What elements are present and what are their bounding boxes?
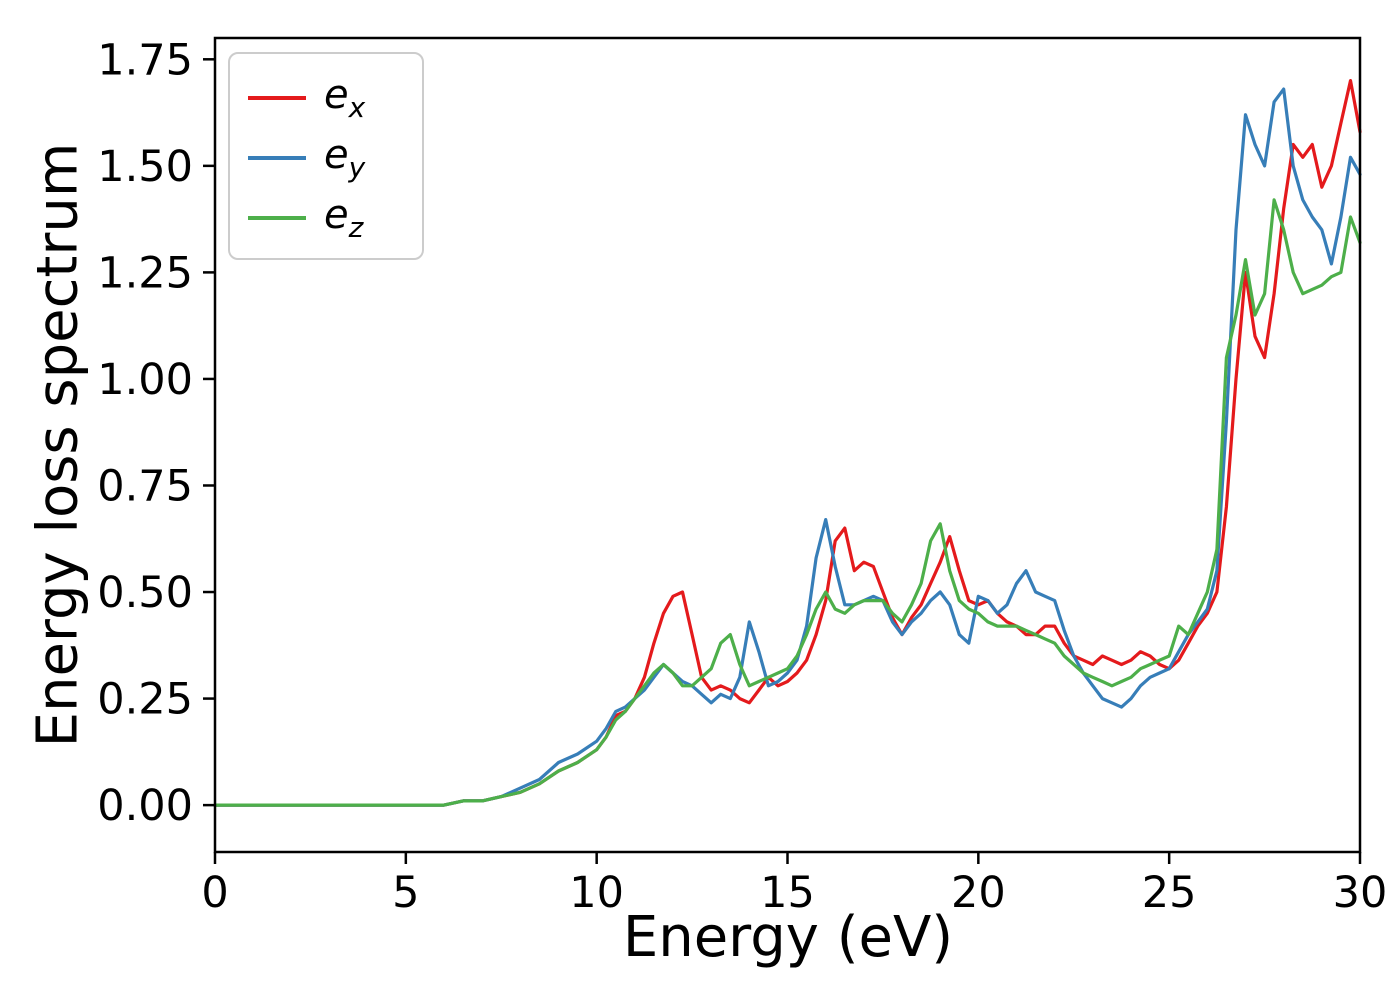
- legend: ex ey ez: [228, 52, 424, 260]
- y-tick-label: 1.00: [97, 355, 193, 405]
- x-tick-label: 15: [760, 868, 815, 918]
- y-tick-label: 0.00: [97, 781, 193, 831]
- legend-item-y: ey: [248, 128, 402, 188]
- legend-item-z: ez: [248, 188, 402, 248]
- y-axis-ticks: 0.00 0.25 0.50 0.75 1.00 1.25 1.50 1.75: [97, 35, 215, 831]
- y-tick-label: 0.25: [97, 675, 193, 725]
- legend-line-swatch: [248, 216, 306, 220]
- x-axis-ticks: 0 5 10 15 20 25 30: [201, 852, 1387, 918]
- x-tick-label: 0: [201, 868, 228, 918]
- y-tick-label: 0.50: [97, 568, 193, 618]
- y-tick-label: 1.25: [97, 248, 193, 298]
- y-tick-label: 1.50: [97, 142, 193, 192]
- legend-label: ex: [324, 72, 366, 124]
- series-lines: [213, 79, 1362, 807]
- y-axis-label: Energy loss spectrum: [25, 142, 91, 748]
- x-tick-label: 10: [569, 868, 624, 918]
- x-axis-label: Energy (eV): [622, 905, 954, 970]
- legend-line-swatch: [248, 156, 306, 160]
- x-tick-label: 20: [951, 868, 1006, 918]
- series-line-z: [213, 198, 1362, 807]
- legend-label: ey: [324, 132, 366, 184]
- legend-line-swatch: [248, 96, 306, 100]
- y-tick-label: 0.75: [97, 461, 193, 511]
- legend-label: ez: [324, 192, 364, 244]
- y-tick-label: 1.75: [97, 35, 193, 85]
- x-tick-label: 30: [1333, 868, 1388, 918]
- legend-item-x: ex: [248, 68, 402, 128]
- x-tick-label: 5: [392, 868, 419, 918]
- x-tick-label: 25: [1142, 868, 1197, 918]
